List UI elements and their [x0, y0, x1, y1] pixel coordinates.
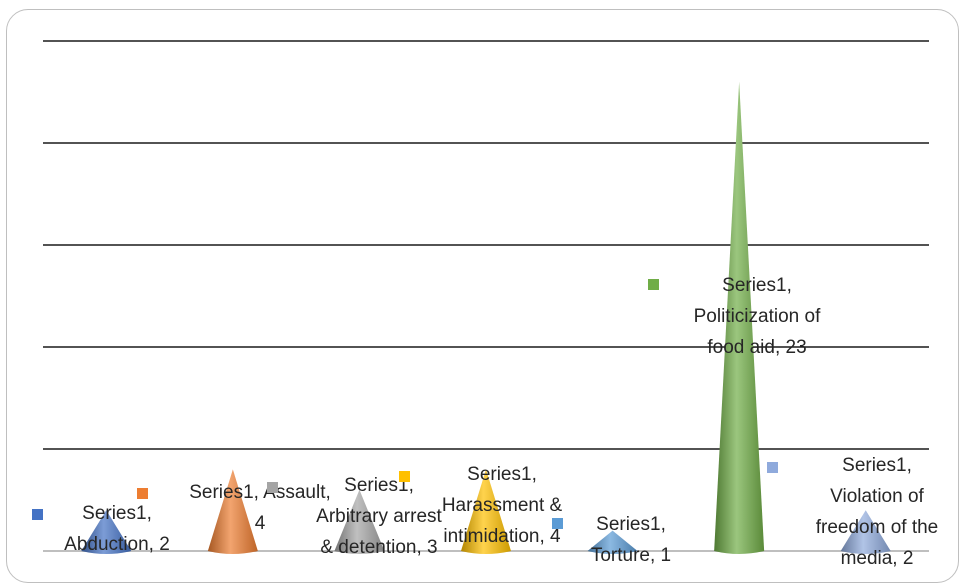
- cone-violation-of-freedom-of-the-media: [840, 510, 891, 554]
- cone-harassment-intimidation: [461, 469, 511, 554]
- data-label: Series1,: [82, 503, 152, 524]
- data-label: Series1,: [467, 464, 537, 485]
- cone-torture: [587, 530, 638, 554]
- gridlines: [43, 40, 929, 552]
- cone-politicization-of-food-aid: [714, 81, 765, 555]
- data-label: Politicization of: [694, 306, 821, 327]
- label-marker: [137, 488, 148, 499]
- data-label: Torture, 1: [591, 545, 671, 566]
- data-labels: Series1, Abduction, 2 Series1, Assault, 4 Se…: [32, 275, 938, 569]
- cone-series: [81, 81, 891, 555]
- data-label: Series1, Assault,: [189, 482, 331, 503]
- data-label: intimidation, 4: [443, 526, 561, 547]
- data-label: Arbitrary arrest: [316, 506, 442, 527]
- data-label: Series1,: [596, 514, 666, 535]
- data-label: food aid, 23: [707, 337, 806, 358]
- data-label: media, 2: [841, 548, 914, 569]
- cone-abduction: [81, 510, 132, 554]
- data-label: freedom of the: [816, 517, 939, 538]
- label-marker: [32, 509, 43, 520]
- chart-frame: Series1, Abduction, 2 Series1, Assault, 4 Se…: [6, 9, 959, 583]
- data-label: Series1,: [842, 455, 912, 476]
- label-marker: [399, 471, 410, 482]
- chart-plot: Series1, Abduction, 2 Series1, Assault, 4 Se…: [32, 40, 938, 569]
- cone-arbitrary-arrest-detention: [334, 489, 385, 554]
- label-marker: [552, 518, 563, 529]
- data-label: Series1,: [344, 475, 414, 496]
- data-label: Abduction, 2: [64, 534, 170, 555]
- data-label: Series1,: [722, 275, 792, 296]
- label-marker: [648, 279, 659, 290]
- label-marker: [267, 482, 278, 493]
- data-label: 4: [255, 513, 266, 534]
- data-label: Violation of: [830, 486, 924, 507]
- data-label: & detention, 3: [320, 537, 437, 558]
- cone-assault: [207, 469, 258, 554]
- label-marker: [767, 462, 778, 473]
- data-label: Harassment &: [442, 495, 563, 516]
